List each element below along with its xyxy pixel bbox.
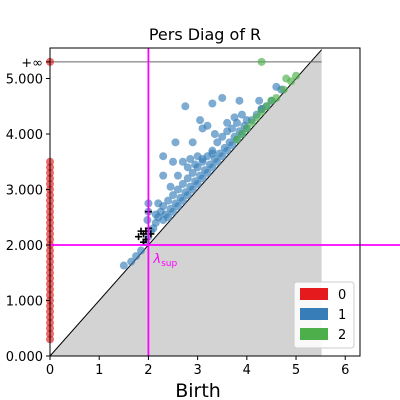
y-tick-label: 0.000 <box>6 350 43 365</box>
data-point <box>171 138 180 147</box>
data-point <box>257 107 266 116</box>
y-tick-label: 1.000 <box>6 295 43 310</box>
series-1 <box>119 82 286 270</box>
data-point <box>228 141 237 150</box>
data-point <box>178 196 187 205</box>
series-2 <box>232 57 301 144</box>
y-tick-label: 3.000 <box>6 184 43 199</box>
legend-swatch-2 <box>300 328 328 340</box>
x-tick-label: 5 <box>292 363 300 378</box>
data-point <box>173 185 182 194</box>
data-point <box>193 179 202 188</box>
data-point <box>193 152 202 161</box>
data-point <box>287 77 296 86</box>
axes-frame <box>49 47 361 357</box>
data-point <box>127 257 136 266</box>
data-point <box>247 118 256 127</box>
data-point <box>164 213 173 222</box>
data-point <box>208 149 217 158</box>
data-point <box>235 96 244 105</box>
data-point <box>203 121 212 130</box>
data-point <box>218 152 227 161</box>
data-point <box>169 191 178 200</box>
data-point <box>208 163 217 172</box>
data-point <box>223 146 232 155</box>
data-point <box>154 199 163 208</box>
legend-swatch-1 <box>300 308 328 320</box>
data-point <box>178 157 187 166</box>
data-point <box>181 102 190 111</box>
y-tick-label: 5.000 <box>6 73 43 88</box>
data-point <box>255 96 264 105</box>
data-point <box>223 118 232 127</box>
x-tick-label: 6 <box>341 363 349 378</box>
data-point <box>237 130 246 139</box>
x-axis-label: Birth <box>175 380 221 400</box>
data-point <box>198 174 207 183</box>
y-tick-label: 4.000 <box>6 128 43 143</box>
data-point <box>242 124 251 133</box>
data-point <box>188 168 197 177</box>
data-point <box>210 130 219 139</box>
legend-label-2: 2 <box>338 328 346 343</box>
data-point <box>213 157 222 166</box>
data-point <box>173 202 182 211</box>
data-point <box>262 102 271 111</box>
chart-title: Pers Diag of R <box>149 25 261 44</box>
data-point <box>279 85 288 94</box>
data-point <box>267 96 276 105</box>
x-tick-label: 0 <box>46 363 54 378</box>
data-point <box>137 246 146 255</box>
data-point <box>143 216 152 225</box>
data-point <box>257 57 266 66</box>
x-tick-label: 2 <box>144 363 152 378</box>
data-point <box>132 252 141 261</box>
data-point <box>183 174 192 183</box>
data-point <box>292 71 301 80</box>
data-point <box>159 171 168 180</box>
x-tick-label: 3 <box>193 363 201 378</box>
data-point <box>252 113 261 122</box>
data-point <box>218 93 227 102</box>
data-point <box>223 127 232 136</box>
x-tick-label: 1 <box>95 363 103 378</box>
y-tick-label-infinity: +∞ <box>21 56 43 71</box>
data-point <box>191 160 200 169</box>
data-point <box>183 163 192 172</box>
data-point <box>237 110 246 119</box>
data-point <box>183 191 192 200</box>
data-point <box>173 171 182 180</box>
data-point <box>188 185 197 194</box>
data-point <box>186 154 195 163</box>
legend-label-0: 0 <box>338 288 346 303</box>
data-point <box>232 135 241 144</box>
data-point <box>164 196 173 205</box>
lambda-sup-subscript: sup <box>161 259 177 269</box>
data-point <box>213 138 222 147</box>
plus-marker <box>135 233 143 241</box>
y-tick-label: 2.000 <box>6 239 43 254</box>
legend-label-1: 1 <box>338 308 346 323</box>
data-point <box>151 210 160 219</box>
data-point <box>178 179 187 188</box>
data-point <box>218 132 227 141</box>
data-point <box>169 207 178 216</box>
data-point <box>203 168 212 177</box>
x-tick-label: 4 <box>243 363 251 378</box>
legend-swatch-0 <box>300 288 328 300</box>
data-point <box>196 116 205 125</box>
data-point <box>188 138 197 147</box>
data-point <box>159 152 168 161</box>
data-point <box>232 118 241 127</box>
data-point <box>169 157 178 166</box>
data-point <box>166 182 175 191</box>
data-point <box>119 261 128 270</box>
legend: 0 1 2 <box>293 281 355 349</box>
data-point <box>208 99 217 108</box>
